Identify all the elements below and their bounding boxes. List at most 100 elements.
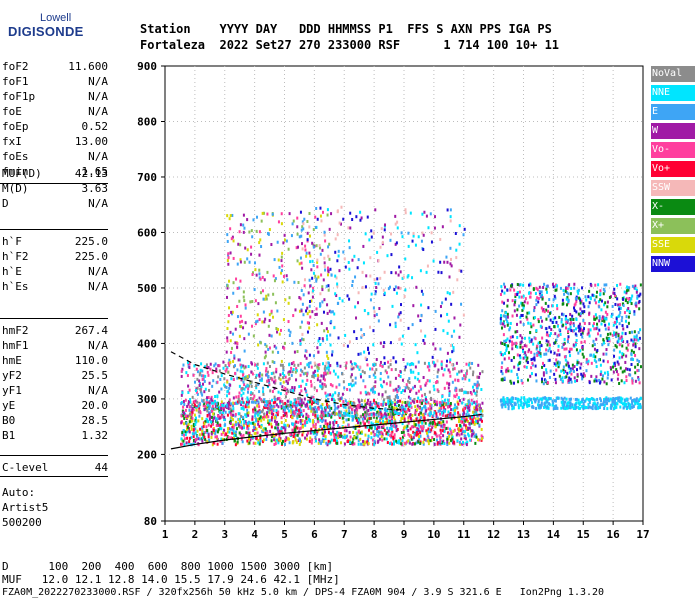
echo-point bbox=[201, 399, 204, 403]
echo-point bbox=[252, 410, 255, 414]
echo-point bbox=[321, 419, 324, 423]
echo-point bbox=[470, 398, 473, 402]
echo-point bbox=[520, 301, 523, 305]
echo-point bbox=[256, 411, 259, 415]
echo-point bbox=[598, 305, 601, 309]
echo-point bbox=[288, 441, 291, 445]
echo-point bbox=[210, 432, 213, 436]
echo-point bbox=[396, 393, 399, 397]
echo-point bbox=[408, 434, 411, 438]
echo-point bbox=[271, 390, 274, 394]
echo-point bbox=[449, 215, 452, 219]
echo-point bbox=[211, 401, 214, 405]
echo-point bbox=[572, 369, 575, 373]
echo-point bbox=[196, 370, 199, 374]
echo-point bbox=[540, 344, 543, 348]
echo-point bbox=[313, 410, 316, 414]
echo-point bbox=[251, 415, 254, 419]
echo-point bbox=[243, 260, 246, 264]
echo-point bbox=[538, 351, 541, 355]
echo-point bbox=[261, 429, 264, 433]
param-label: hmE bbox=[2, 354, 22, 367]
echo-point bbox=[410, 425, 413, 429]
echo-point bbox=[182, 363, 185, 367]
echo-point bbox=[605, 283, 608, 287]
echo-point bbox=[514, 300, 517, 304]
echo-point bbox=[279, 328, 282, 332]
echo-point bbox=[310, 299, 313, 303]
echo-point bbox=[596, 332, 599, 336]
echo-point bbox=[263, 403, 266, 407]
echo-point bbox=[285, 436, 288, 440]
echo-point bbox=[324, 268, 327, 272]
echo-point bbox=[363, 333, 366, 337]
echo-point bbox=[549, 318, 552, 322]
param-row: h`E N/A bbox=[2, 264, 108, 279]
echo-point bbox=[626, 301, 629, 305]
echo-point bbox=[204, 365, 207, 369]
echo-point bbox=[434, 309, 437, 313]
echo-point bbox=[369, 274, 372, 278]
echo-point bbox=[335, 294, 338, 298]
echo-point bbox=[331, 353, 334, 357]
param-value: 42.13 bbox=[74, 167, 108, 180]
echo-point bbox=[249, 392, 252, 396]
echo-point bbox=[185, 428, 188, 432]
echo-point bbox=[321, 387, 324, 391]
echo-point bbox=[282, 376, 285, 380]
echo-point bbox=[377, 414, 380, 418]
param-row: foF1 N/A bbox=[2, 74, 108, 89]
echo-point bbox=[507, 369, 510, 373]
echo-point bbox=[467, 363, 470, 367]
echo-point bbox=[578, 329, 581, 333]
param-label: MUF(D) bbox=[2, 167, 42, 180]
echo-point bbox=[409, 389, 412, 393]
echo-point bbox=[262, 428, 265, 432]
echo-point bbox=[279, 373, 282, 377]
echo-point bbox=[333, 326, 336, 330]
echo-point bbox=[462, 233, 465, 237]
echo-point bbox=[396, 220, 399, 224]
echo-point bbox=[216, 430, 219, 434]
echo-point bbox=[533, 358, 536, 362]
echo-point bbox=[238, 420, 241, 424]
echo-point bbox=[214, 432, 217, 436]
echo-point bbox=[181, 442, 184, 446]
echo-point bbox=[348, 246, 351, 250]
param-row: foF2 11.600 bbox=[2, 59, 108, 74]
echo-point bbox=[324, 364, 327, 368]
echo-point bbox=[188, 430, 191, 434]
echo-point bbox=[565, 297, 568, 301]
echo-point bbox=[548, 343, 551, 347]
echo-point bbox=[345, 429, 348, 433]
echo-point bbox=[443, 386, 446, 390]
echo-point bbox=[517, 363, 520, 367]
echo-point bbox=[260, 423, 263, 427]
echo-point bbox=[207, 395, 210, 399]
echo-point bbox=[547, 381, 550, 385]
echo-point bbox=[323, 256, 326, 260]
echo-point bbox=[335, 385, 338, 389]
echo-point bbox=[285, 274, 288, 278]
echo-point bbox=[525, 365, 528, 369]
echo-point bbox=[311, 259, 314, 263]
echo-point bbox=[394, 242, 397, 246]
echo-point bbox=[394, 403, 397, 407]
echo-point bbox=[271, 350, 274, 354]
echo-point bbox=[459, 423, 462, 427]
echo-point bbox=[480, 438, 483, 442]
echo-point bbox=[334, 292, 337, 296]
echo-point bbox=[344, 405, 347, 409]
echo-point bbox=[301, 332, 304, 336]
echo-point bbox=[566, 403, 569, 407]
echo-point bbox=[542, 373, 545, 377]
echo-point bbox=[542, 405, 545, 409]
echo-point bbox=[499, 319, 502, 323]
echo-point bbox=[188, 408, 191, 412]
echo-point bbox=[394, 222, 397, 226]
echo-point bbox=[466, 440, 469, 444]
echo-point bbox=[312, 425, 315, 429]
echo-point bbox=[193, 403, 196, 407]
echo-point bbox=[589, 296, 592, 300]
echo-point bbox=[465, 372, 468, 376]
